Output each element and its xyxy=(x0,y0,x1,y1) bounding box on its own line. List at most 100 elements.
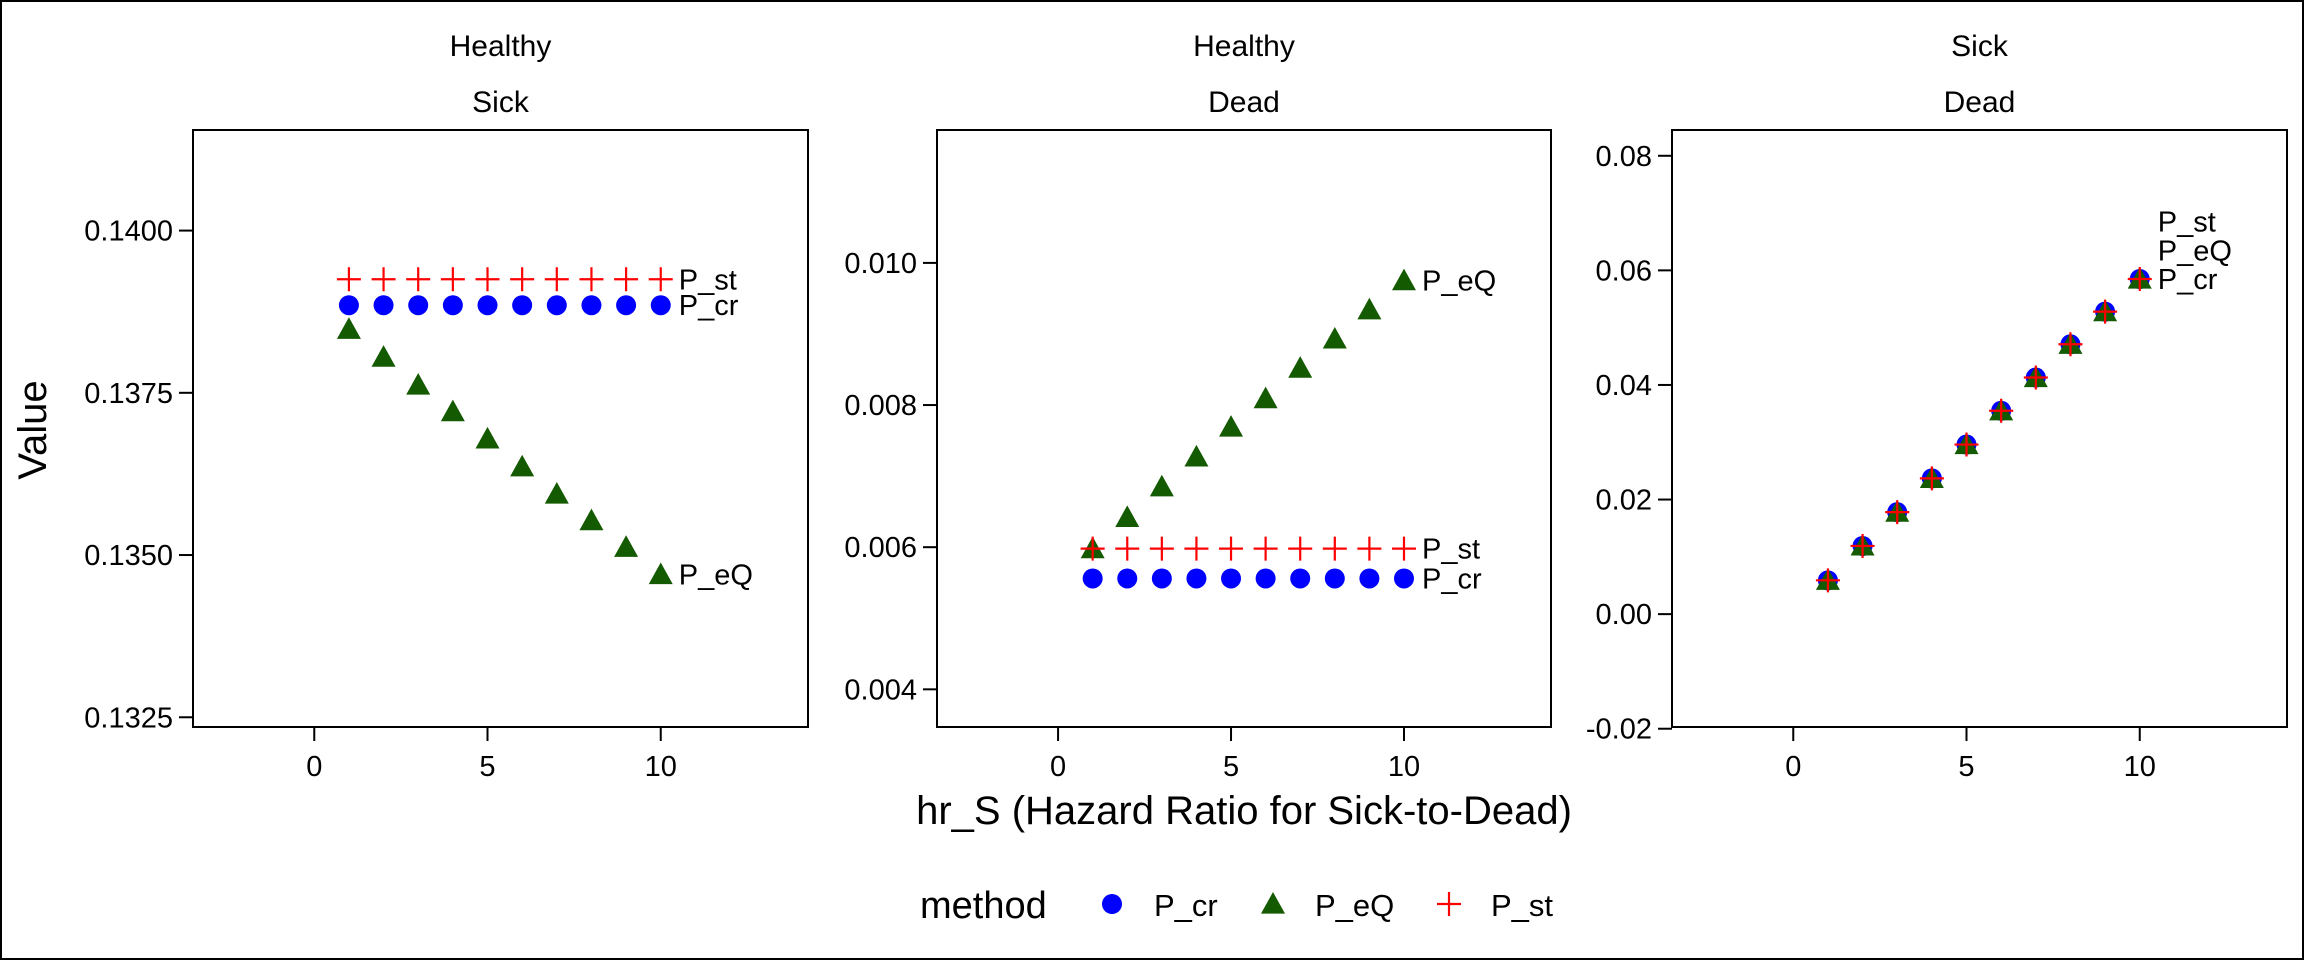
panel-2-point-P_st xyxy=(1391,536,1416,561)
panel-1-strip-to: Sick xyxy=(472,86,530,119)
panel-2-point-P_st xyxy=(1288,536,1313,561)
panel-3-point-P_st xyxy=(2127,266,2152,291)
panel-2-point-P_st xyxy=(1253,536,1278,561)
panel-1-point-P_cr xyxy=(616,295,637,316)
panel-2-ytick-label: 0.004 xyxy=(844,674,917,706)
panel-2-point-P_cr xyxy=(1359,568,1380,589)
legend-key-P_st xyxy=(1437,892,1461,916)
panel-3-point-P_st xyxy=(2093,299,2118,324)
x-axis-title: hr_S (Hazard Ratio for Sick-to-Dead) xyxy=(916,789,1572,833)
legend-label-P_cr: P_cr xyxy=(1154,888,1218,923)
panel-2-point-P_eQ xyxy=(1391,268,1416,291)
panel-1-point-P_eQ xyxy=(544,482,569,504)
panel-2-end-label: P_st xyxy=(1422,534,1480,566)
panel-2-ytick-label: 0.008 xyxy=(844,390,917,422)
panel-1-point-P_cr xyxy=(512,295,533,316)
legend-key-P_eQ xyxy=(1261,892,1285,914)
panel-1-point-P_cr xyxy=(546,295,567,316)
panel-3-ytick-label: 0.08 xyxy=(1596,141,1652,173)
panel-2-ytick-label: 0.010 xyxy=(844,248,917,280)
panel-2-point-P_eQ xyxy=(1253,386,1278,409)
panel-1-xtick-label: 0 xyxy=(306,751,322,783)
panel-2-point-P_eQ xyxy=(1184,444,1209,467)
panel-3-xtick-label: 10 xyxy=(2124,751,2156,783)
panel-1-point-P_eQ xyxy=(510,454,535,477)
panel-2-strip-to: Dead xyxy=(1208,86,1280,119)
panel-2-point-P_cr xyxy=(1082,568,1103,589)
legend-title: method xyxy=(920,885,1047,927)
panel-1-point-P_eQ xyxy=(371,345,396,367)
panel-2-point-P_cr xyxy=(1151,568,1172,589)
panel-3-ytick-label: -0.02 xyxy=(1586,714,1652,746)
panel-3-border xyxy=(1671,129,2288,728)
panel-1-point-P_st xyxy=(510,267,535,292)
panel-1-point-P_st xyxy=(579,267,604,292)
panel-1-point-P_eQ xyxy=(336,317,361,339)
panel-2-point-P_st xyxy=(1149,536,1174,561)
panel-2-point-P_cr xyxy=(1393,568,1414,589)
panel-1-ytick-label: 0.1350 xyxy=(84,540,173,572)
panel-1-point-P_st xyxy=(475,267,500,292)
panel-2-point-P_eQ xyxy=(1219,415,1244,437)
panel-2-point-P_st xyxy=(1357,536,1382,561)
panel-2-ytick-label: 0.006 xyxy=(844,532,917,564)
panel-3-ytick-label: 0.00 xyxy=(1596,599,1652,631)
y-axis-title: Value xyxy=(11,380,55,479)
panel-1-point-P_st xyxy=(648,267,673,292)
panel-1-strip-from: Healthy xyxy=(450,30,552,63)
panel-1-point-P_cr xyxy=(650,295,671,316)
panel-1-xtick-label: 5 xyxy=(479,751,495,783)
panel-1-point-P_eQ xyxy=(614,535,639,557)
panel-2-point-P_cr xyxy=(1186,568,1207,589)
panel-1-point-P_cr xyxy=(581,295,602,316)
legend-label-P_st: P_st xyxy=(1491,888,1553,923)
panel-3-end-label: P_cr xyxy=(2158,264,2218,296)
panel-1-point-P_st xyxy=(336,267,361,292)
panel-2-point-P_cr xyxy=(1255,568,1276,589)
panel-3-point-P_st xyxy=(1954,432,1979,457)
legend-key-P_cr xyxy=(1102,894,1122,914)
panel-2-point-P_st xyxy=(1322,536,1347,561)
panel-2-point-P_eQ xyxy=(1288,356,1313,378)
panel-2-point-P_eQ xyxy=(1322,326,1347,349)
panel-2-point-P_cr xyxy=(1290,568,1311,589)
panel-3-point-P_st xyxy=(1885,500,1910,525)
panel-2-point-P_st xyxy=(1219,536,1244,561)
panel-3-point-P_st xyxy=(2023,365,2048,390)
panel-2-xtick-label: 5 xyxy=(1223,751,1239,783)
panel-1-xtick-label: 10 xyxy=(645,751,677,783)
panel-2-point-P_st xyxy=(1080,536,1105,561)
panel-2-end-label: P_cr xyxy=(1422,563,1482,595)
panel-1-point-P_cr xyxy=(408,295,429,316)
panel-1-point-P_eQ xyxy=(475,426,500,449)
panel-3-ytick-label: 0.02 xyxy=(1596,485,1652,517)
panel-2-strip-from: Healthy xyxy=(1193,30,1295,63)
panel-2-point-P_eQ xyxy=(1149,474,1174,497)
panel-1-end-label: P_eQ xyxy=(679,560,753,592)
panel-3-point-P_st xyxy=(1850,533,1875,558)
panel-2-point-P_eQ xyxy=(1115,505,1140,527)
panel-3-strip-from: Sick xyxy=(1951,30,2009,63)
panel-3-ytick-label: 0.06 xyxy=(1596,255,1652,287)
panel-1-point-P_cr xyxy=(338,295,359,316)
panel-1-ytick-label: 0.1325 xyxy=(84,702,173,734)
panel-3-strip-to: Dead xyxy=(1944,86,2016,119)
panel-1-ytick-label: 0.1375 xyxy=(84,378,173,410)
panel-1-point-P_eQ xyxy=(440,399,465,422)
panel-1-point-P_st xyxy=(544,267,569,292)
panel-2-point-P_cr xyxy=(1221,568,1242,589)
panel-1-point-P_eQ xyxy=(406,373,431,395)
panel-1-point-P_eQ xyxy=(579,508,604,531)
panel-3-point-P_st xyxy=(1989,398,2014,423)
panel-3-xtick-label: 0 xyxy=(1785,751,1801,783)
panel-1-point-P_st xyxy=(371,267,396,292)
legend-label-P_eQ: P_eQ xyxy=(1315,888,1394,923)
panel-2-point-P_cr xyxy=(1324,568,1345,589)
panel-2-end-label: P_eQ xyxy=(1422,266,1496,298)
panel-3-end-label: P_st xyxy=(2158,207,2216,239)
panel-2-point-P_st xyxy=(1115,536,1140,561)
panel-2-point-P_eQ xyxy=(1357,297,1382,320)
panel-2-xtick-label: 0 xyxy=(1050,751,1066,783)
